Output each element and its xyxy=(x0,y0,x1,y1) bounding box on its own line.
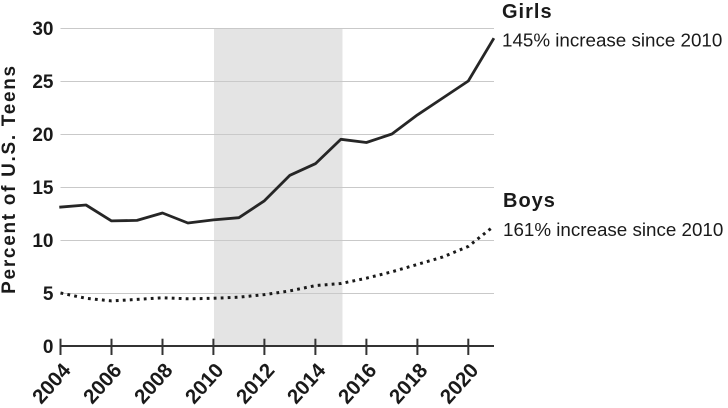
svg-text:161% increase since 2010: 161% increase since 2010 xyxy=(503,219,723,240)
svg-text:2008: 2008 xyxy=(130,359,178,408)
svg-text:2014: 2014 xyxy=(283,359,331,408)
svg-text:20: 20 xyxy=(32,125,53,146)
svg-text:Girls: Girls xyxy=(502,1,553,23)
svg-text:2004: 2004 xyxy=(28,359,76,408)
svg-text:30: 30 xyxy=(32,19,53,40)
svg-text:10: 10 xyxy=(32,231,53,252)
svg-text:2012: 2012 xyxy=(232,359,280,408)
svg-text:2006: 2006 xyxy=(79,359,127,408)
svg-text:2020: 2020 xyxy=(436,359,484,408)
svg-text:2016: 2016 xyxy=(334,359,382,408)
svg-text:15: 15 xyxy=(32,178,54,199)
svg-text:0: 0 xyxy=(43,337,54,358)
svg-text:2010: 2010 xyxy=(181,359,229,408)
svg-text:25: 25 xyxy=(32,72,54,93)
svg-text:2018: 2018 xyxy=(385,359,433,408)
svg-text:Boys: Boys xyxy=(503,190,556,212)
svg-text:145% increase since 2010: 145% increase since 2010 xyxy=(502,30,722,51)
svg-text:5: 5 xyxy=(43,284,54,305)
svg-text:Percent of U.S. Teens: Percent of U.S. Teens xyxy=(0,64,20,294)
